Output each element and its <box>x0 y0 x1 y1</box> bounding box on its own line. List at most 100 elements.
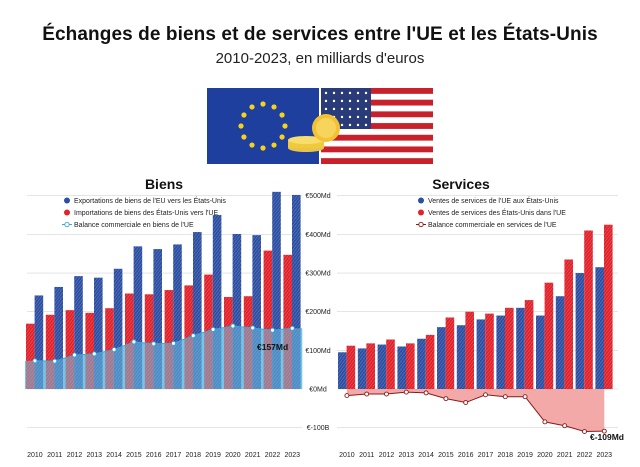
import-bar <box>26 323 35 389</box>
balance-line <box>34 325 293 362</box>
balance-point <box>423 390 429 396</box>
page-subtitle: 2010-2023, en milliards d'euros <box>215 50 425 67</box>
us-star-icon <box>324 107 328 111</box>
export-bar <box>153 249 162 389</box>
us-star-icon <box>364 99 368 103</box>
x-tick-label: 2010 <box>339 452 355 459</box>
us-star-icon <box>324 91 328 95</box>
us-star-icon <box>364 123 368 127</box>
import-bar <box>65 310 75 389</box>
export-bar <box>516 307 525 389</box>
balance-point <box>91 351 97 357</box>
import-bar <box>366 343 375 389</box>
export-bar <box>476 319 486 389</box>
legend-label: Balance commerciale en biens de l'UE <box>74 222 194 229</box>
balance-point <box>562 423 568 429</box>
import-bar <box>505 307 514 389</box>
balance-point <box>250 325 256 331</box>
us-star-icon <box>356 107 360 111</box>
us-star-icon <box>364 91 368 95</box>
import-bar <box>406 343 415 389</box>
export-bar <box>397 346 406 389</box>
flags-illustration <box>207 88 433 164</box>
export-bar <box>113 268 123 389</box>
export-bar <box>377 344 387 389</box>
eu-star-icon <box>241 134 247 140</box>
balance-point <box>542 419 548 425</box>
x-tick-label: 2017 <box>478 452 494 459</box>
us-stripe <box>321 146 433 153</box>
eu-star-icon <box>238 123 244 129</box>
us-stripe <box>321 158 433 164</box>
page-title: Échanges de biens et de services entre l… <box>42 24 598 45</box>
eu-star-icon <box>279 112 285 118</box>
us-star-icon <box>364 115 368 119</box>
balance-point <box>52 358 58 364</box>
import-bar <box>465 311 474 389</box>
y-tick-label: €200Md <box>305 309 330 316</box>
y-tick-label: €-100B <box>307 425 330 432</box>
y-tick-label: €0Md <box>309 387 327 394</box>
eu-star-icon <box>260 145 266 151</box>
import-bar <box>544 282 554 389</box>
eu-star-icon <box>282 123 288 129</box>
legend-label: Ventes de services de l'UE aux États-Uni… <box>428 196 559 205</box>
import-bar <box>584 230 593 389</box>
export-bar <box>417 338 426 389</box>
us-star-icon <box>356 123 360 127</box>
import-bar <box>524 300 534 389</box>
legend-label: Importations de biens des États-Unis ver… <box>74 208 218 217</box>
x-tick-label: 2019 <box>205 452 221 459</box>
panel-title: Services <box>432 176 490 192</box>
us-star-icon <box>348 123 352 127</box>
balance-point <box>502 394 508 400</box>
balance-point <box>230 323 236 329</box>
balance-point <box>131 339 137 345</box>
balance-line <box>346 391 605 433</box>
balance-area <box>346 389 605 432</box>
us-star-icon <box>332 99 336 103</box>
us-stripe <box>321 99 433 106</box>
x-tick-label: 2010 <box>27 452 43 459</box>
export-bar <box>252 235 261 389</box>
balance-point <box>463 400 469 405</box>
x-tick-label: 2017 <box>166 452 182 459</box>
export-bar <box>173 244 182 389</box>
import-bar <box>45 314 55 389</box>
eu-star-icon <box>271 104 277 110</box>
x-tick-label: 2014 <box>418 452 434 459</box>
export-bar <box>133 246 143 389</box>
x-tick-label: 2015 <box>438 452 454 459</box>
balance-point <box>270 327 275 333</box>
x-tick-label: 2016 <box>146 452 162 459</box>
export-bar <box>193 232 202 389</box>
balance-point <box>289 325 295 331</box>
export-bar <box>272 191 281 389</box>
balance-point <box>582 429 587 434</box>
import-bar <box>485 313 494 389</box>
x-tick-label: 2016 <box>458 452 474 459</box>
balance-point <box>210 327 216 332</box>
us-stripe <box>321 111 433 118</box>
import-bar <box>263 250 273 389</box>
balance-point <box>384 391 389 397</box>
balance-point <box>443 396 449 402</box>
balance-point <box>190 333 196 339</box>
x-tick-label: 2021 <box>557 452 573 459</box>
x-tick-label: 2012 <box>67 452 83 459</box>
x-tick-label: 2019 <box>517 452 533 459</box>
legend-point <box>64 221 70 228</box>
x-tick-label: 2014 <box>106 452 122 459</box>
x-tick-label: 2021 <box>245 452 261 459</box>
us-star-icon <box>340 123 344 127</box>
legend-dot-red <box>418 209 424 216</box>
eu-star-icon <box>271 142 277 148</box>
balance-callout: €157Md <box>257 342 288 352</box>
balance-point <box>171 340 176 346</box>
export-bar <box>94 277 103 389</box>
balance-point <box>601 428 607 434</box>
import-bar <box>164 290 174 389</box>
x-tick-label: 2022 <box>577 452 593 459</box>
import-bar <box>425 334 435 389</box>
x-tick-label: 2020 <box>225 452 241 459</box>
